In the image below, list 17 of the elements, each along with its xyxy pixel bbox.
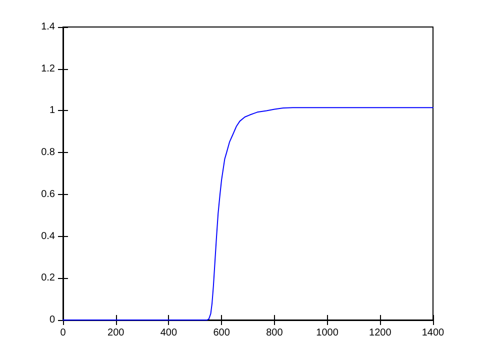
x-tick-label: 1000 (316, 328, 339, 338)
y-tick-label: 1 (49, 105, 56, 116)
line-series (62, 107, 434, 320)
x-tick-label: 400 (160, 328, 178, 338)
y-tick-label: 0.4 (41, 230, 56, 242)
x-tick-label: 1200 (369, 328, 392, 338)
y-tick-label: 1.4 (41, 22, 56, 32)
x-tick-label: 0 (60, 328, 66, 338)
x-tick-label: 800 (266, 328, 284, 338)
y-tick-label: 0 (49, 314, 56, 326)
x-tick-label: 200 (108, 328, 125, 338)
x-tick-label: 1400 (422, 328, 445, 338)
y-tick-label: 0.8 (41, 147, 56, 158)
x-tick-label: 600 (213, 328, 230, 338)
y-tick-label: 0.6 (41, 188, 56, 200)
y-tick-label: 0.2 (41, 272, 56, 284)
y-tick-label: 1.2 (41, 63, 56, 74)
